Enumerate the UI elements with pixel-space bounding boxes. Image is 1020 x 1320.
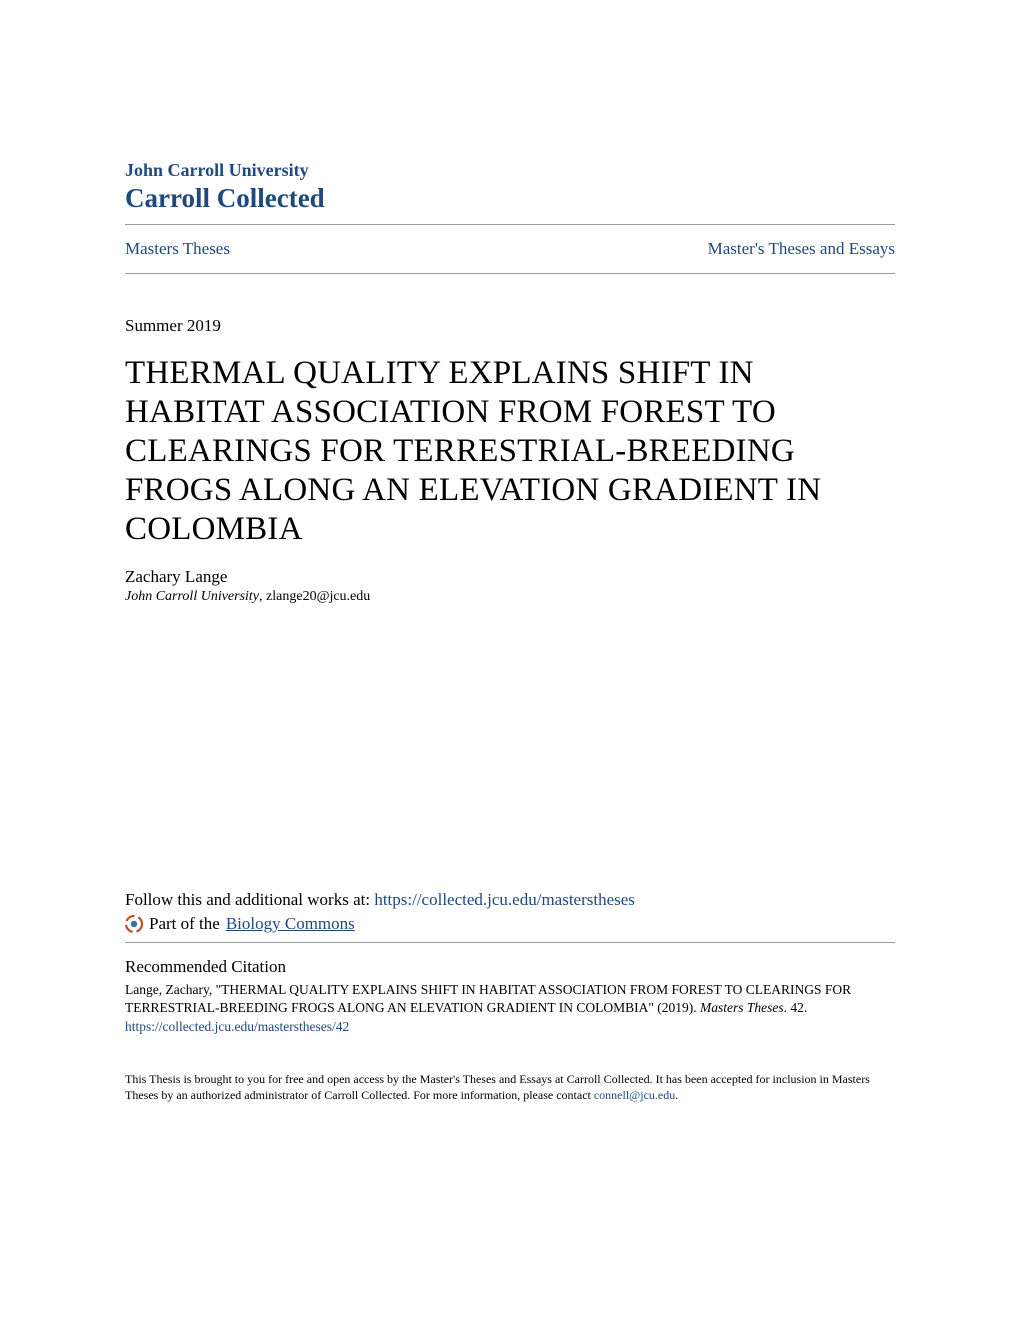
part-of-line: Part of the Biology Commons [125, 914, 895, 934]
nav-parent-link[interactable]: Master's Theses and Essays [708, 239, 895, 259]
breadcrumb-nav: Masters Theses Master's Theses and Essay… [125, 225, 895, 273]
author-affiliation-line: John Carroll University, zlange20@jcu.ed… [125, 589, 895, 605]
network-icon [125, 915, 143, 933]
footer-contact-link[interactable]: connell@jcu.edu [594, 1088, 675, 1102]
footer-note: This Thesis is brought to you for free a… [125, 1071, 895, 1103]
publication-date: Summer 2019 [125, 316, 895, 336]
discipline-link[interactable]: Biology Commons [226, 914, 355, 934]
citation-block: Recommended Citation Lange, Zachary, "TH… [125, 957, 895, 1035]
nav-collection-link[interactable]: Masters Theses [125, 239, 230, 259]
spacer [125, 605, 895, 890]
institution-name[interactable]: John Carroll University [125, 160, 895, 181]
citation-text-post: . 42. [784, 1000, 808, 1015]
follow-url-link[interactable]: https://collected.jcu.edu/masterstheses [374, 890, 635, 909]
citation-url-link[interactable]: https://collected.jcu.edu/masterstheses/… [125, 1019, 895, 1035]
document-page: John Carroll University Carroll Collecte… [0, 0, 1020, 1164]
repository-name[interactable]: Carroll Collected [125, 183, 895, 214]
citation-heading: Recommended Citation [125, 957, 895, 977]
footer-text-pre: This Thesis is brought to you for free a… [125, 1072, 870, 1102]
author-email: , zlange20@jcu.edu [259, 589, 370, 604]
citation-body: Lange, Zachary, "THERMAL QUALITY EXPLAIN… [125, 981, 895, 1017]
document-title: THERMAL QUALITY EXPLAINS SHIFT IN HABITA… [125, 354, 895, 549]
part-of-prefix: Part of the [149, 914, 220, 934]
divider-citation [125, 942, 895, 943]
follow-prefix: Follow this and additional works at: [125, 890, 374, 909]
author-affiliation: John Carroll University [125, 589, 259, 604]
follow-works-line: Follow this and additional works at: htt… [125, 890, 895, 910]
divider-nav [125, 273, 895, 274]
header-block: John Carroll University Carroll Collecte… [125, 160, 895, 214]
citation-series: Masters Theses [700, 1000, 784, 1015]
author-name: Zachary Lange [125, 567, 895, 587]
footer-text-post: . [675, 1088, 678, 1102]
